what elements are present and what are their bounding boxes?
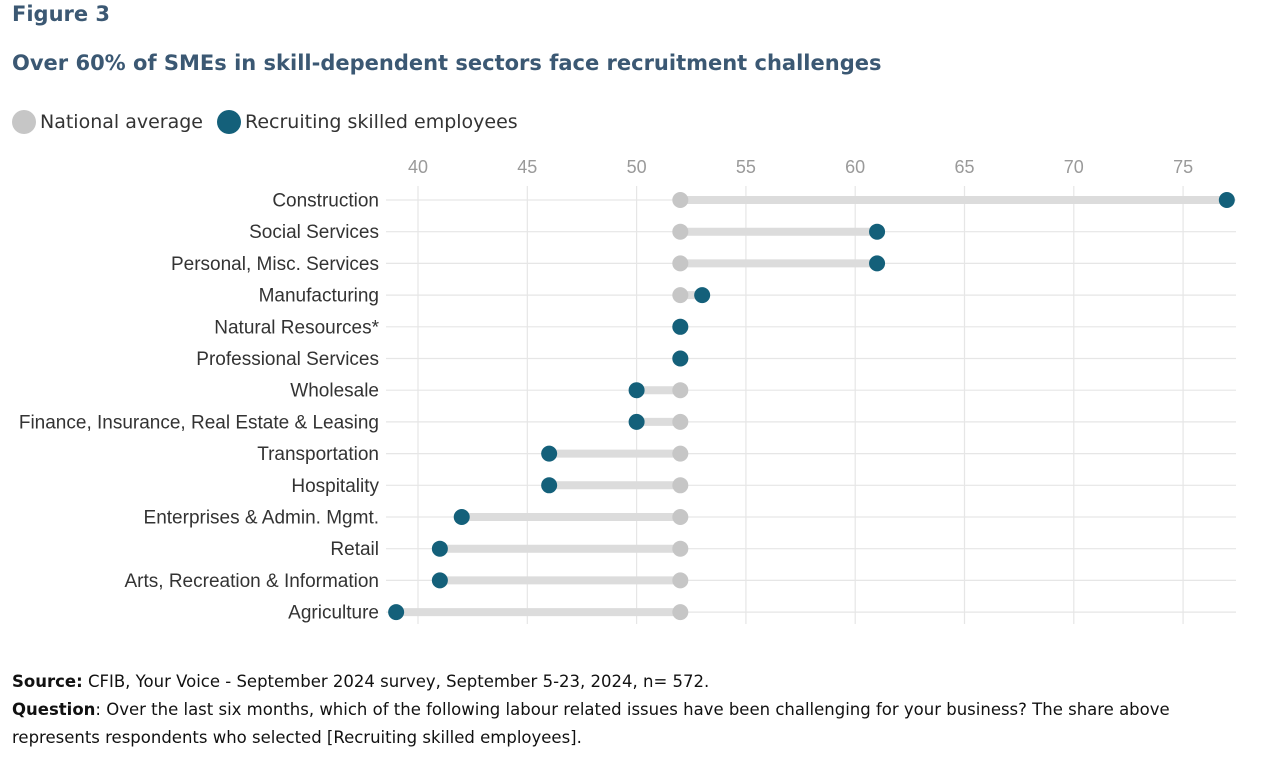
category-label: Wholesale <box>290 381 379 402</box>
national-average-point <box>672 192 689 208</box>
recruiting-skilled-point <box>431 572 448 589</box>
x-tick-label: 70 <box>1064 157 1084 177</box>
national-average-point <box>672 445 689 462</box>
chart-title: Over 60% of SMEs in skill-dependent sect… <box>12 51 882 75</box>
recruiting-skilled-point <box>1218 192 1235 208</box>
category-label: Construction <box>272 191 379 212</box>
category-label: Arts, Recreation & Information <box>125 571 380 592</box>
category-label: Retail <box>330 539 379 560</box>
figure-label: Figure 3 <box>12 2 111 26</box>
recruiting-skilled-point <box>453 509 470 525</box>
chart-notes: Source: CFIB, Your Voice - September 202… <box>12 668 1242 752</box>
category-label: Personal, Misc. Services <box>171 254 379 275</box>
x-tick-label: 60 <box>845 157 865 177</box>
category-label: Manufacturing <box>259 286 379 307</box>
dot-plot-chart: 40 45 50 55 60 65 70 75 Construction Social Servi… <box>19 157 1236 624</box>
x-tick-label: 75 <box>1173 157 1193 177</box>
category-label: Finance, Insurance, Real Estate & Leasin… <box>19 412 379 433</box>
category-label: Agriculture <box>288 603 379 624</box>
recruiting-skilled-point <box>628 382 645 399</box>
recruiting-skilled-point <box>869 255 886 272</box>
category-label: Enterprises & Admin. Mgmt. <box>144 508 379 529</box>
x-tick-label: 50 <box>627 157 647 177</box>
category-label: Professional Services <box>196 349 379 370</box>
legend-label-national: National average <box>40 111 203 133</box>
x-tick-label: 40 <box>408 157 428 177</box>
recruiting-skilled-point <box>431 540 448 557</box>
category-label: Social Services <box>249 222 379 243</box>
legend-label-recruiting: Recruiting skilled employees <box>245 111 518 133</box>
recruiting-skilled-point <box>628 413 645 430</box>
x-tick-label: 65 <box>954 157 974 177</box>
national-average-point <box>672 477 689 494</box>
chart-legend: National average Recruiting skilled empl… <box>12 108 532 136</box>
source-text: CFIB, Your Voice - September 2024 survey… <box>87 672 710 691</box>
recruiting-skilled-point <box>388 604 405 621</box>
recruiting-skilled-point <box>541 477 558 494</box>
source-note: Source: CFIB, Your Voice - September 202… <box>12 668 1242 696</box>
national-average-point <box>672 604 689 621</box>
national-average-point <box>672 572 689 589</box>
legend-item-national: National average <box>12 110 203 134</box>
question-note: Question: Over the last six months, whic… <box>12 696 1242 752</box>
national-average-point <box>672 509 689 525</box>
recruiting-skilled-point <box>869 223 886 240</box>
recruiting-skilled-point <box>672 350 689 367</box>
recruiting-skilled-point <box>694 287 711 304</box>
question-text: : Over the last six months, which of the… <box>12 700 1170 747</box>
x-tick-label: 45 <box>517 157 537 177</box>
national-average-point <box>672 223 689 240</box>
national-average-point <box>672 540 689 557</box>
national-average-point <box>672 255 689 272</box>
category-label: Natural Resources* <box>214 317 379 338</box>
national-average-point <box>672 413 689 430</box>
source-label: Source: <box>12 672 83 691</box>
legend-dot-national <box>12 110 36 134</box>
national-average-point <box>672 382 689 399</box>
category-label: Hospitality <box>291 476 379 497</box>
legend-dot-recruiting <box>217 110 241 134</box>
question-label: Question <box>12 700 96 719</box>
x-tick-label: 55 <box>736 157 756 177</box>
recruiting-skilled-point <box>541 445 558 462</box>
legend-item-recruiting: Recruiting skilled employees <box>217 110 518 134</box>
recruiting-skilled-point <box>672 318 689 335</box>
category-label: Transportation <box>257 444 379 465</box>
national-average-point <box>672 287 689 304</box>
